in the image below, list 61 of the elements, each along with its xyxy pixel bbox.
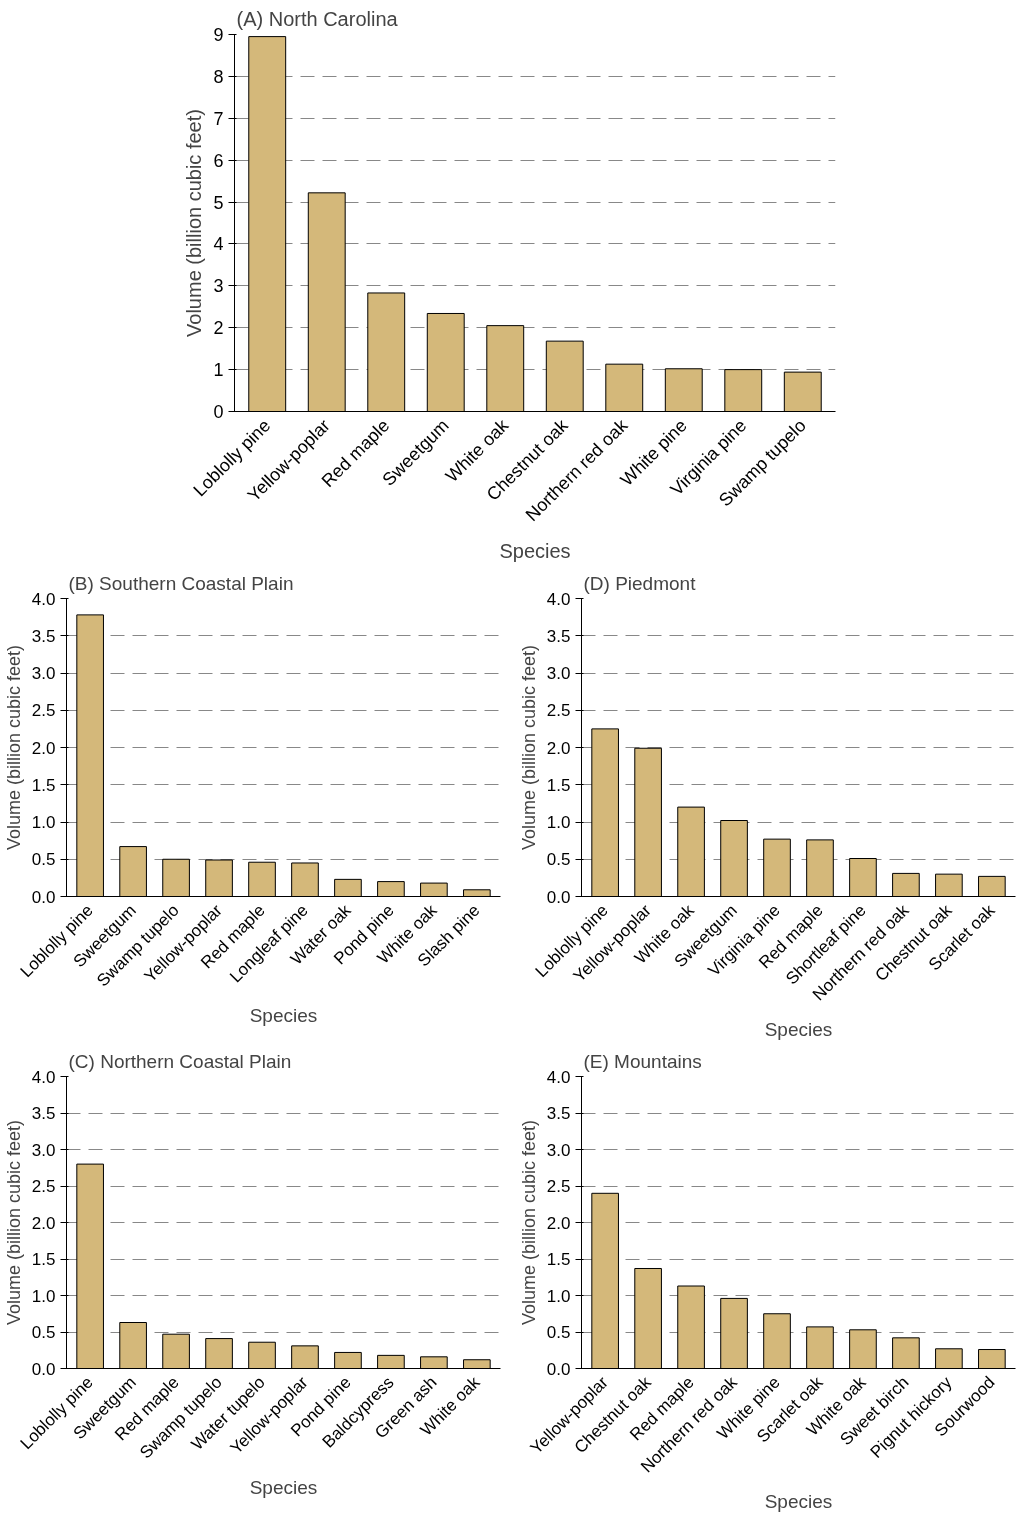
y-tick-label: 9 (213, 25, 224, 45)
y-tick-label: 5 (213, 192, 224, 213)
y-tick-label: 3.0 (546, 664, 571, 683)
y-tick-label: 1.0 (546, 1286, 571, 1306)
x-axis-title: Species (249, 1477, 318, 1499)
y-tick-label: 3.0 (31, 664, 56, 683)
y-tick-label: 1.0 (31, 1286, 56, 1306)
y-tick-label: 0.0 (31, 887, 56, 907)
y-tick-label: 1 (213, 360, 224, 381)
y-tick-label: 7 (213, 108, 224, 129)
y-tick-label: 2.5 (31, 701, 56, 721)
y-axis-title: Volume (billion cubic feet) (3, 1119, 24, 1326)
y-tick-label: 1.5 (546, 775, 571, 795)
y-tick-label: 2.5 (546, 701, 571, 721)
y-tick-label: 4.0 (31, 1067, 56, 1087)
x-axis-title: Species (764, 1491, 833, 1513)
y-tick-label: 1.5 (31, 1250, 56, 1269)
y-tick-label: 1.5 (546, 1250, 571, 1269)
y-tick-label: 1.5 (31, 775, 56, 795)
chart-title: (C) Northern Coastal Plain (68, 1050, 292, 1072)
y-tick-label: 6 (213, 150, 224, 171)
y-tick-label: 0.0 (31, 1359, 56, 1379)
y-tick-label: 3.5 (546, 626, 571, 646)
y-tick-label: 1.0 (546, 813, 571, 832)
y-tick-label: 2.5 (546, 1177, 571, 1196)
y-tick-label: 4.0 (546, 589, 571, 609)
y-tick-label: 2 (213, 318, 224, 339)
y-tick-label: 0.0 (546, 887, 571, 907)
y-axis-title: Volume (billion cubic feet) (518, 1119, 539, 1326)
y-tick-label: 2.0 (31, 1213, 56, 1233)
y-axis-title: Volume (billion cubic feet) (183, 109, 206, 337)
y-tick-label: 4.0 (31, 589, 56, 609)
y-tick-label: 3.0 (546, 1140, 571, 1160)
y-tick-label: 3.5 (31, 626, 56, 646)
x-axis-title: Species (249, 1005, 318, 1027)
x-axis-title: Species (764, 1019, 833, 1041)
y-tick-label: 3 (213, 276, 224, 297)
y-tick-label: 0.5 (546, 850, 571, 870)
y-tick-label: 2.0 (546, 738, 571, 758)
y-tick-label: 2.0 (546, 1213, 571, 1233)
y-tick-label: 4 (213, 234, 224, 255)
y-tick-label: 3.5 (546, 1104, 571, 1123)
y-tick-label: 0.5 (31, 850, 56, 870)
y-tick-label: 4.0 (546, 1067, 571, 1087)
y-tick-label: 0.0 (546, 1359, 571, 1379)
chart-title: (B) Southern Coastal Plain (68, 572, 294, 594)
y-tick-label: 0.5 (546, 1323, 571, 1342)
chart-title: (A) North Carolina (236, 7, 399, 30)
y-tick-label: 1.0 (31, 813, 56, 832)
chart-title: (D) Piedmont (583, 572, 697, 594)
y-tick-label: 3.0 (31, 1140, 56, 1160)
y-tick-label: 0.5 (31, 1323, 56, 1342)
y-tick-label: 8 (213, 66, 224, 87)
y-tick-label: 3.5 (31, 1104, 56, 1123)
y-tick-label: 0 (213, 402, 224, 422)
y-axis-title: Volume (billion cubic feet) (518, 644, 539, 851)
y-tick-label: 2.0 (31, 738, 56, 758)
y-tick-label: 2.5 (31, 1177, 56, 1196)
y-axis-title: Volume (billion cubic feet) (3, 644, 24, 851)
x-axis-title: Species (499, 540, 571, 563)
chart-title: (E) Mountains (583, 1050, 702, 1072)
